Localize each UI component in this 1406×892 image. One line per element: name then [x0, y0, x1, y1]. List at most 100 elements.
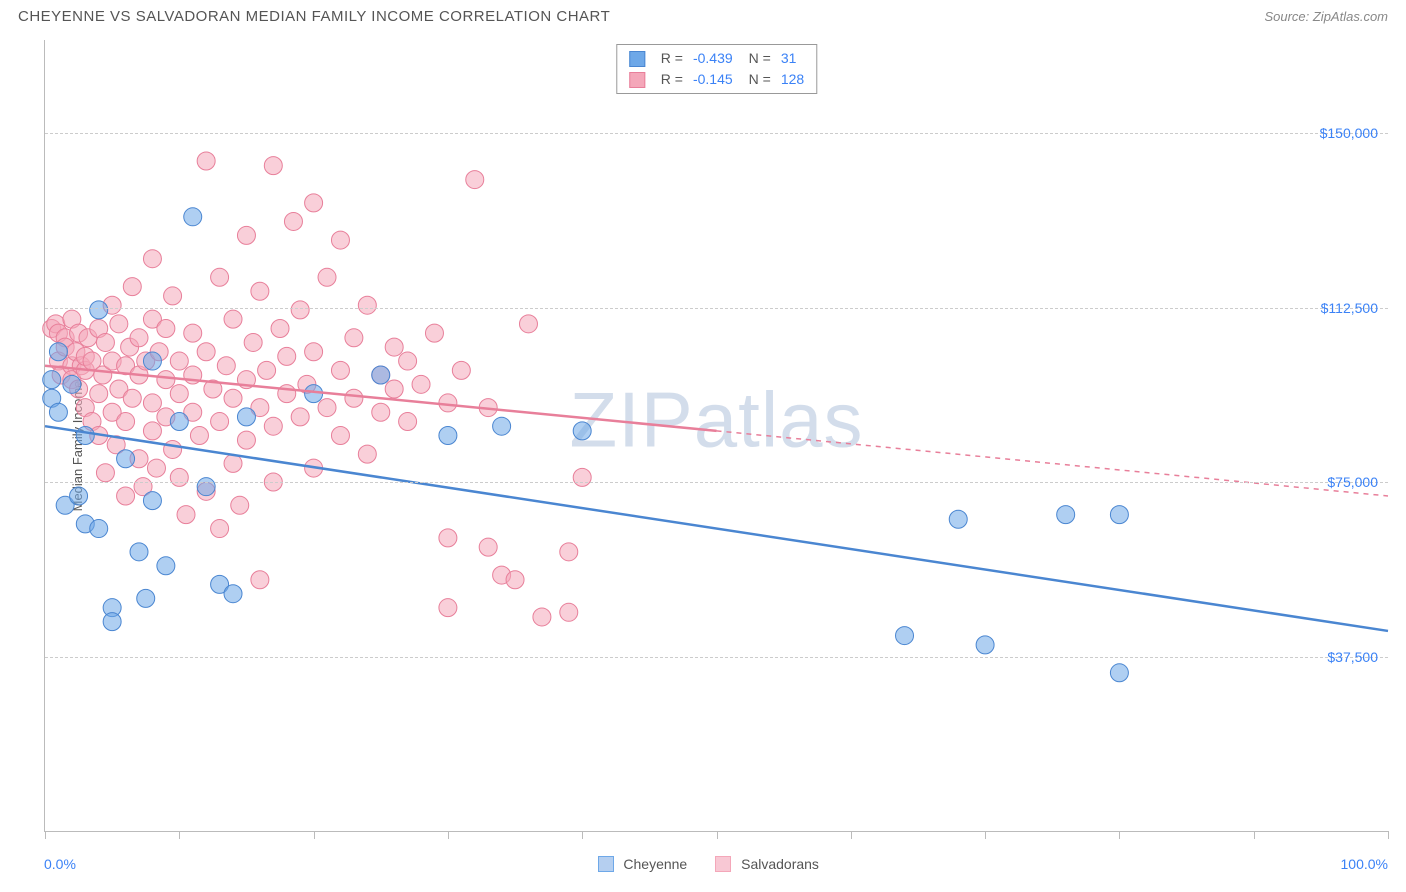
scatter-point [244, 333, 262, 351]
scatter-point [318, 268, 336, 286]
n-value-salvadorans: 128 [781, 69, 804, 90]
scatter-point [533, 608, 551, 626]
scatter-point [224, 310, 242, 328]
scatter-point [251, 571, 269, 589]
x-max-label: 100.0% [1341, 856, 1388, 872]
scatter-point [385, 338, 403, 356]
x-min-label: 0.0% [44, 856, 76, 872]
scatter-point [211, 413, 229, 431]
x-tick [1254, 831, 1255, 839]
r-value-cheyenne: -0.439 [693, 48, 733, 69]
scatter-point [211, 268, 229, 286]
scatter-point [157, 557, 175, 575]
gridline [45, 133, 1388, 134]
scatter-point [170, 468, 188, 486]
x-tick [851, 831, 852, 839]
scatter-point [345, 389, 363, 407]
scatter-point [399, 413, 417, 431]
gridline [45, 657, 1388, 658]
scatter-point [949, 510, 967, 528]
scatter-point [358, 296, 376, 314]
scatter-point [197, 343, 215, 361]
scatter-point [117, 450, 135, 468]
scatter-point [560, 603, 578, 621]
scatter-point [170, 413, 188, 431]
scatter-point [345, 329, 363, 347]
scatter-point [573, 422, 591, 440]
scatter-point [896, 627, 914, 645]
x-tick [314, 831, 315, 839]
trend-line [45, 426, 1388, 631]
scatter-point [231, 496, 249, 514]
scatter-point [184, 324, 202, 342]
gridline [45, 482, 1388, 483]
scatter-point [117, 413, 135, 431]
x-tick [717, 831, 718, 839]
scatter-point [157, 371, 175, 389]
scatter-point [358, 445, 376, 463]
x-tick [582, 831, 583, 839]
scatter-point [184, 208, 202, 226]
scatter-point [519, 315, 537, 333]
scatter-point [372, 403, 390, 421]
scatter-point [258, 361, 276, 379]
scatter-point [197, 478, 215, 496]
scatter-point [237, 226, 255, 244]
scatter-point [90, 385, 108, 403]
x-axis-row: 0.0% Cheyenne Salvadorans 100.0% [44, 856, 1388, 872]
scatter-point [143, 250, 161, 268]
scatter-point [90, 301, 108, 319]
scatter-point [70, 487, 88, 505]
r-value-salvadorans: -0.145 [693, 69, 733, 90]
scatter-point [43, 371, 61, 389]
y-tick-label: $112,500 [1321, 300, 1378, 316]
trend-line-dashed [717, 431, 1389, 496]
scatter-point [164, 440, 182, 458]
scatter-point [170, 385, 188, 403]
scatter-point [331, 361, 349, 379]
gridline [45, 308, 1388, 309]
scatter-point [278, 347, 296, 365]
scatter-point [976, 636, 994, 654]
scatter-point [318, 399, 336, 417]
scatter-point [177, 506, 195, 524]
scatter-point [147, 459, 165, 477]
scatter-point [130, 543, 148, 561]
scatter-point [385, 380, 403, 398]
scatter-point [130, 329, 148, 347]
scatter-point [284, 212, 302, 230]
x-tick [179, 831, 180, 839]
legend-row-cheyenne: R = -0.439 N = 31 [629, 48, 804, 69]
scatter-point [506, 571, 524, 589]
legend-item-salvadorans: Salvadorans [715, 856, 819, 872]
scatter-point [271, 319, 289, 337]
scatter-plot [45, 40, 1388, 831]
scatter-point [1110, 506, 1128, 524]
swatch-salvadorans [629, 72, 645, 88]
scatter-point [137, 589, 155, 607]
scatter-point [291, 301, 309, 319]
scatter-point [439, 599, 457, 617]
scatter-point [439, 529, 457, 547]
legend-item-cheyenne: Cheyenne [598, 856, 688, 872]
scatter-point [96, 333, 114, 351]
y-tick-label: $75,000 [1327, 474, 1378, 490]
legend-label-salvadorans: Salvadorans [741, 856, 819, 872]
scatter-point [493, 417, 511, 435]
legend-label-cheyenne: Cheyenne [623, 856, 687, 872]
scatter-point [96, 464, 114, 482]
scatter-point [103, 613, 121, 631]
scatter-point [170, 352, 188, 370]
swatch-cheyenne-bottom [598, 856, 614, 872]
legend-row-salvadorans: R = -0.145 N = 128 [629, 69, 804, 90]
scatter-point [224, 454, 242, 472]
n-value-cheyenne: 31 [781, 48, 797, 69]
correlation-legend: R = -0.439 N = 31 R = -0.145 N = 128 [616, 44, 817, 94]
scatter-point [211, 520, 229, 538]
scatter-point [190, 427, 208, 445]
scatter-point [466, 171, 484, 189]
y-tick-label: $37,500 [1327, 649, 1378, 665]
scatter-point [573, 468, 591, 486]
scatter-point [157, 319, 175, 337]
scatter-point [90, 520, 108, 538]
